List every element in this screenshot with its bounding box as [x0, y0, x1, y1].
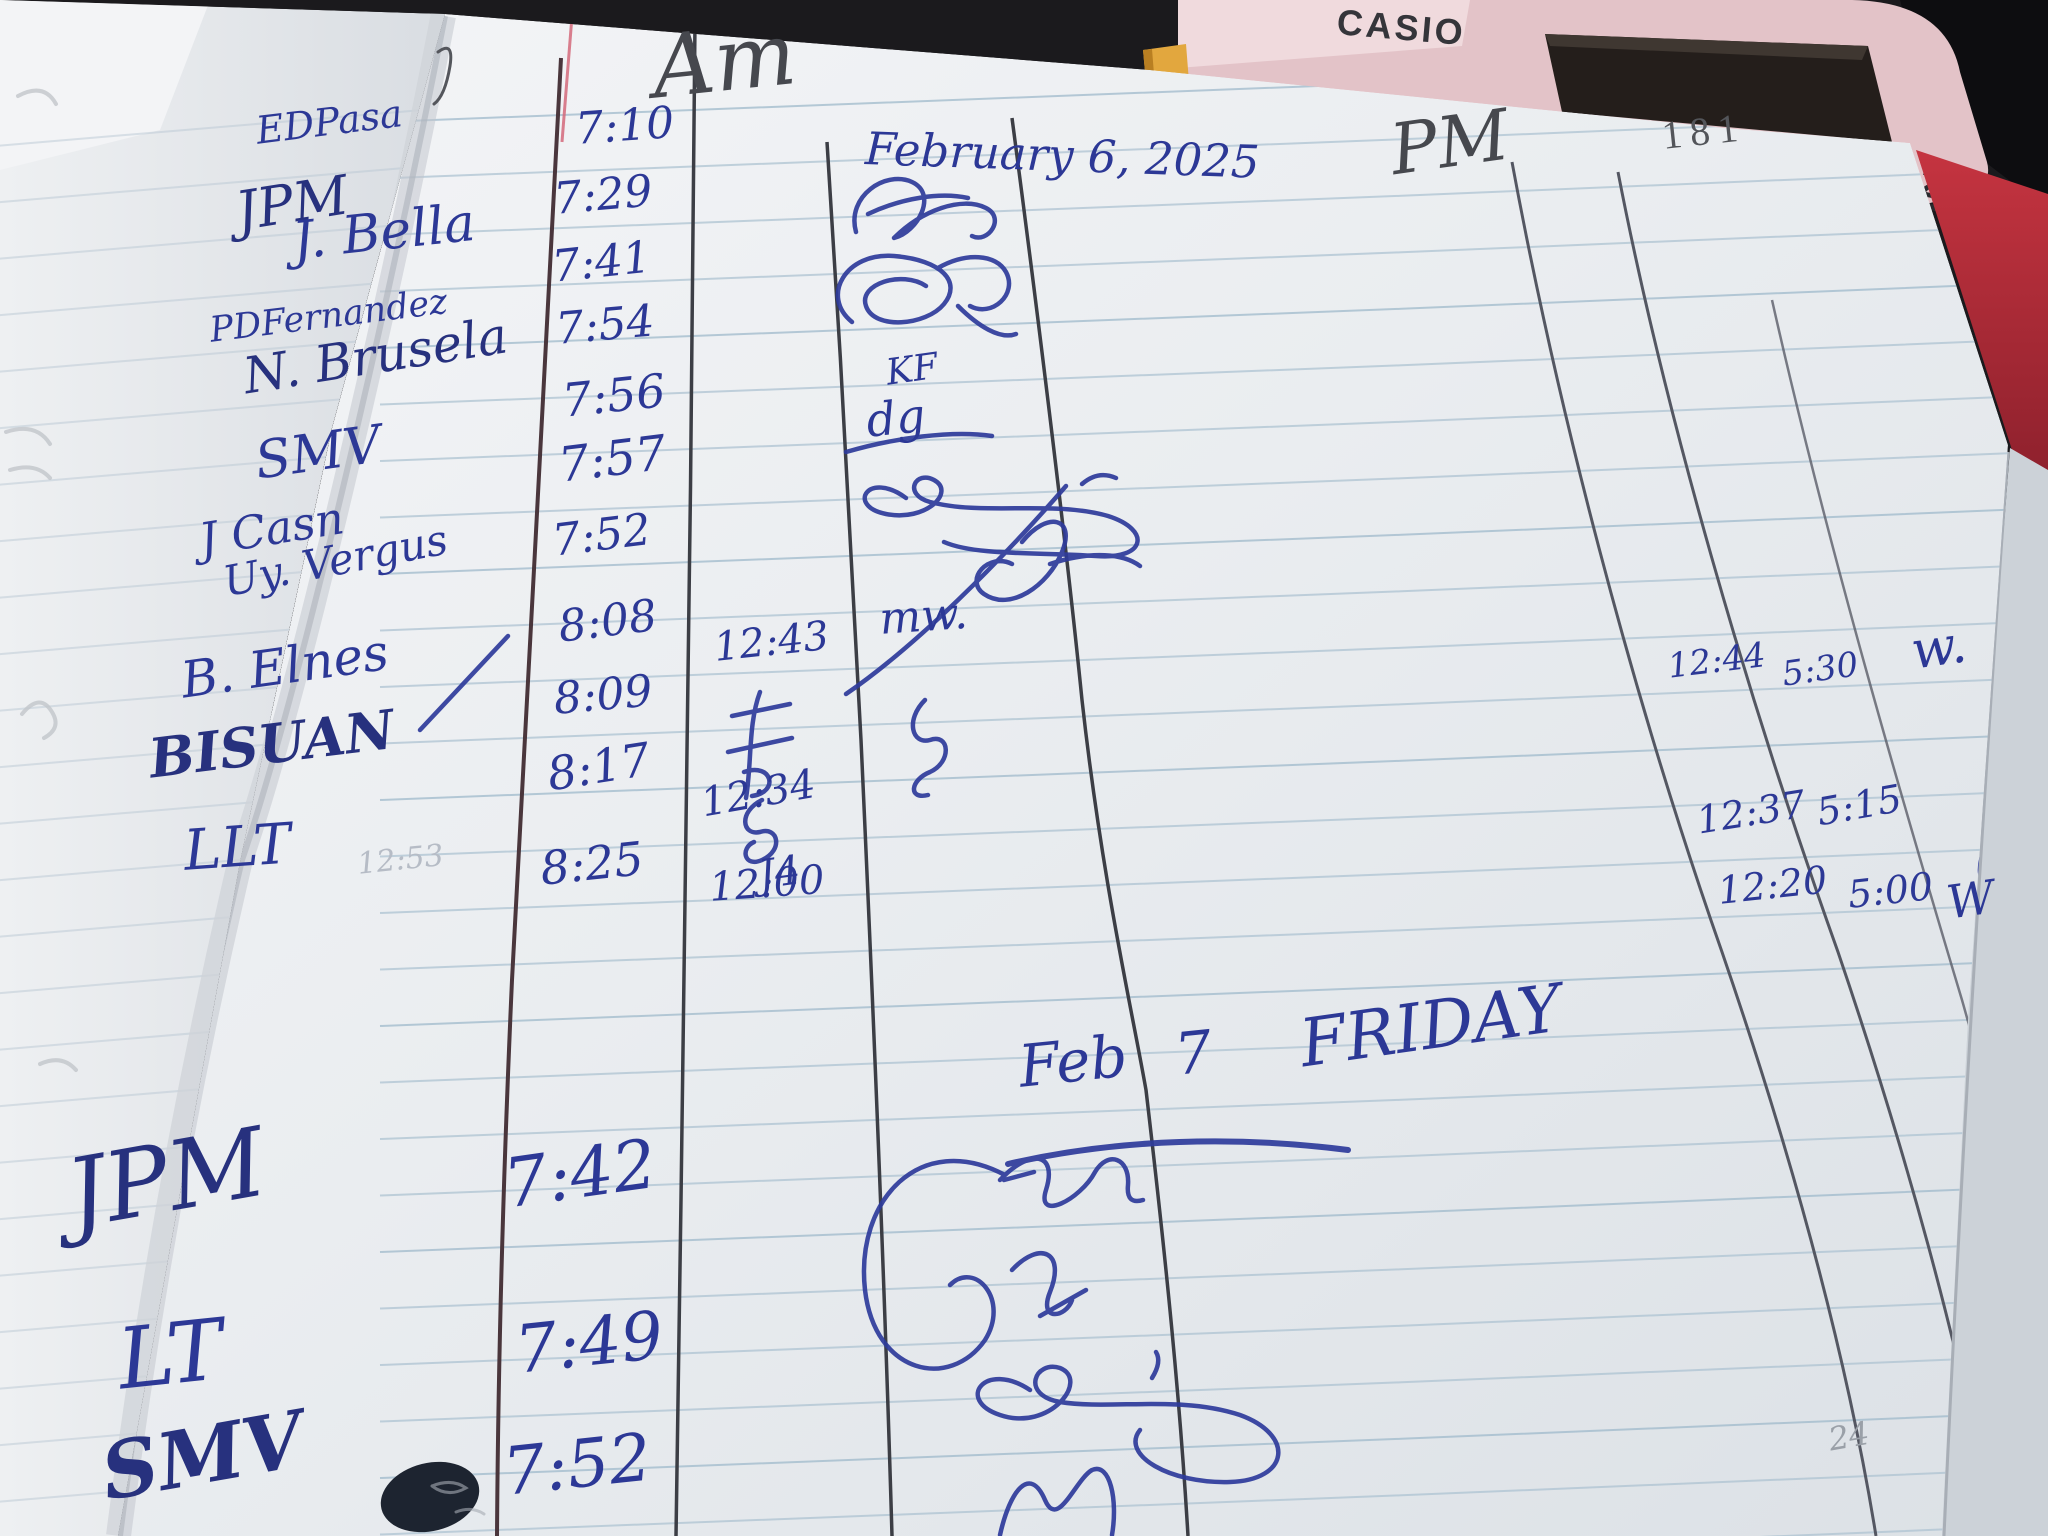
signature-scribble: [417, 633, 511, 733]
initials-kf: KF: [883, 345, 941, 394]
signature-scribble: [852, 176, 998, 241]
ink-blob: [380, 1461, 480, 1533]
signature-scribble: [725, 689, 795, 801]
heading-underline-tick: [1001, 1169, 1037, 1183]
time-in: 8:09: [551, 665, 655, 725]
pencil-ghost-marks: [430, 1481, 486, 1516]
bleed-through-text: 12:53: [355, 837, 446, 882]
time-in: 8:08: [555, 589, 660, 653]
time-in: 7:29: [551, 165, 655, 225]
initials-dg: dg: [863, 387, 928, 448]
initials-j4: J4: [755, 847, 804, 899]
column-line-4: [1010, 117, 1190, 1536]
page-curl-edge: [1940, 448, 2048, 1536]
left-page-ghost-marks: [4, 88, 78, 1072]
signature-scribble: [910, 697, 948, 799]
column-line-6: [1616, 171, 1996, 1536]
signature-scribbles: [118, 176, 2008, 1536]
signature-scribble: [997, 1156, 1146, 1209]
pencil-marks: [432, 46, 453, 106]
column-lines: [495, 15, 2008, 1536]
time-in: 7:56: [559, 363, 668, 428]
calculator-lcd: [1545, 34, 1892, 142]
column-line-7: [1770, 299, 2008, 1371]
friday-name: LT: [113, 1300, 228, 1409]
page-number: 181: [1659, 104, 1748, 158]
page-edge-line: [1942, 451, 2010, 1536]
signature-scribble: [975, 1364, 1281, 1485]
heading-underline: [1005, 1138, 1351, 1167]
column-line-margin: [495, 57, 563, 1536]
time-in: 8:25: [537, 831, 646, 896]
pm-header: PM: [1385, 93, 1515, 192]
friday-time: 7:52: [499, 1418, 655, 1511]
pm-in: 12:20: [1715, 857, 1830, 913]
time-in: 7:54: [553, 295, 657, 355]
date-header: February 6, 2025: [864, 122, 1261, 189]
time-in: 7:52: [549, 503, 654, 567]
signature-scribble: [843, 431, 995, 455]
signature-scribble: [835, 253, 1019, 338]
column-line-2: [674, 21, 697, 1536]
lcd-gloss: [1545, 34, 1868, 60]
friday-time: 7:42: [499, 1124, 662, 1225]
main-page: [118, 14, 2008, 1536]
signature-scribble: [843, 483, 1069, 697]
bleed-through-text: 24: [1825, 1413, 1873, 1459]
calculator-top-face: [1178, 0, 1470, 68]
left-page-corner: [0, 0, 210, 170]
pm-sig: W: [1943, 869, 1998, 930]
signature-scribble: [1009, 1251, 1089, 1319]
signature-scribble: [743, 797, 779, 865]
pm-out: 5:30: [1779, 644, 1861, 695]
signature-scribble: [861, 1158, 1008, 1371]
signature-scribble: [1149, 1349, 1161, 1381]
pm-out: 5:00: [1845, 864, 1936, 917]
time-in: 7:10: [573, 97, 676, 155]
am-name: LLT: [181, 811, 294, 884]
friday-month: Feb: [1015, 1021, 1131, 1101]
pm-sig: w.: [1907, 614, 1971, 682]
red-margin-line: [560, 15, 574, 143]
red-book-edge: [1916, 150, 2048, 472]
time-in: 7:41: [549, 231, 654, 293]
initials-mw: mw.: [877, 587, 970, 645]
column-line-5: [1510, 161, 1878, 1536]
time-in: 7:57: [555, 424, 670, 494]
noon-out: 12:43: [711, 612, 832, 671]
signature-scribble: [974, 519, 1143, 602]
friday-day: 7: [1171, 1017, 1216, 1089]
column-line-3: [825, 141, 894, 1536]
friday-time: 7:49: [511, 1296, 667, 1389]
signature-scribble: [997, 1466, 1117, 1536]
